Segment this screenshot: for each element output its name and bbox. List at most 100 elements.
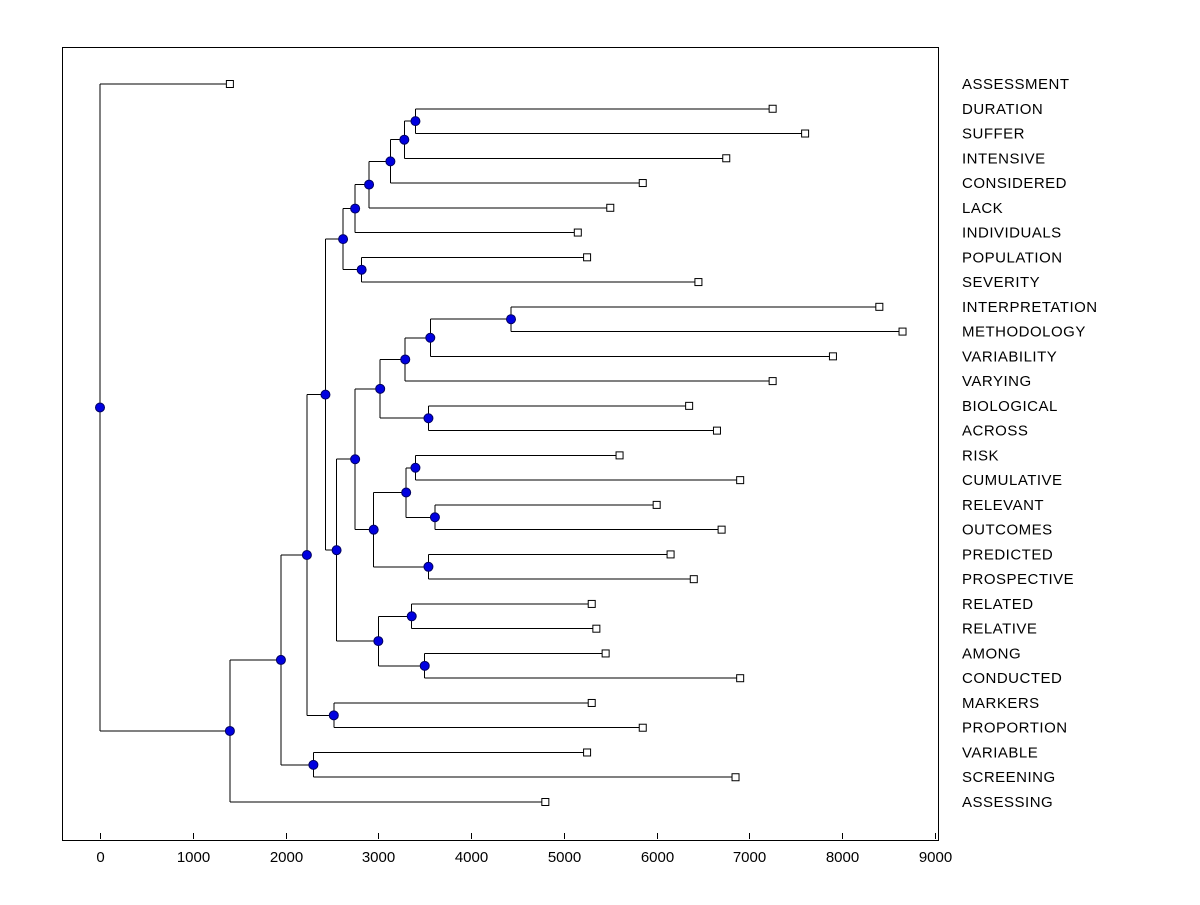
node-marker <box>350 454 361 465</box>
node-marker <box>95 402 105 413</box>
leaf-marker <box>689 575 698 584</box>
node-marker <box>375 383 386 394</box>
leaf-label: POPULATION <box>962 249 1063 266</box>
leaf-marker <box>768 104 777 113</box>
leaf-marker <box>694 278 703 287</box>
leaf-marker <box>875 302 884 311</box>
leaf-marker <box>722 154 731 163</box>
leaf-label: VARIABILITY <box>962 348 1057 365</box>
leaf-label: ACROSS <box>962 423 1028 440</box>
node-marker <box>338 234 349 245</box>
node-marker <box>368 524 379 535</box>
node-marker <box>356 264 367 275</box>
leaf-label: CUMULATIVE <box>962 472 1063 489</box>
leaf-marker <box>828 352 837 361</box>
leaf-marker <box>736 674 745 683</box>
leaf-marker <box>587 599 596 608</box>
node-marker <box>385 156 396 167</box>
node-marker <box>423 561 434 572</box>
x-tick-label: 7000 <box>733 849 766 866</box>
leaf-marker <box>615 451 624 460</box>
node-marker <box>400 354 411 365</box>
leaf-marker <box>666 550 675 559</box>
leaf-label: BIOLOGICAL <box>962 398 1058 415</box>
node-marker <box>423 413 434 424</box>
leaf-marker <box>717 525 726 534</box>
leaf-label: ASSESSMENT <box>962 76 1070 93</box>
leaf-marker <box>573 228 582 237</box>
node-marker <box>331 545 342 556</box>
node-marker <box>506 314 517 325</box>
x-tick-label: 6000 <box>641 849 674 866</box>
node-marker <box>410 116 421 127</box>
x-tick-label: 4000 <box>455 849 488 866</box>
leaf-label: RELEVANT <box>962 497 1044 514</box>
leaf-label: SEVERITY <box>962 274 1040 291</box>
node-marker <box>301 549 312 560</box>
node-marker <box>406 611 417 622</box>
node-marker <box>308 759 319 770</box>
leaf-marker <box>898 327 907 336</box>
x-tick-label: 8000 <box>826 849 859 866</box>
leaf-label: INTENSIVE <box>962 150 1046 167</box>
leaf-label: RELATED <box>962 596 1034 613</box>
leaf-label: CONSIDERED <box>962 175 1067 192</box>
leaf-label: OUTCOMES <box>962 522 1053 539</box>
leaf-label: VARYING <box>962 373 1032 390</box>
node-marker <box>419 660 430 671</box>
leaf-marker <box>583 253 592 262</box>
x-tick-label: 9000 <box>919 849 952 866</box>
node-marker <box>401 487 412 498</box>
node-marker <box>320 389 331 400</box>
leaf-label: PROSPECTIVE <box>962 571 1074 588</box>
leaf-label: SCREENING <box>962 769 1056 786</box>
x-tick-label: 0 <box>96 849 104 866</box>
node-marker <box>399 134 410 145</box>
node-marker <box>328 710 339 721</box>
leaf-label: INDIVIDUALS <box>962 225 1062 242</box>
leaf-marker <box>801 129 810 138</box>
x-tick-label: 3000 <box>362 849 395 866</box>
leaf-label: RISK <box>962 447 999 464</box>
node-marker <box>224 725 235 736</box>
leaf-marker <box>685 401 694 410</box>
leaf-label: RELATIVE <box>962 621 1037 638</box>
leaf-marker <box>587 698 596 707</box>
leaf-label: AMONG <box>962 645 1021 662</box>
node-marker <box>373 636 384 647</box>
leaf-label: METHODOLOGY <box>962 324 1086 341</box>
leaf-label: VARIABLE <box>962 744 1038 761</box>
leaf-label: PROPORTION <box>962 720 1068 737</box>
x-tick-label: 1000 <box>177 849 210 866</box>
node-marker <box>429 512 440 523</box>
node-marker <box>275 654 286 665</box>
node-marker <box>364 179 375 190</box>
leaf-marker <box>606 203 615 212</box>
leaf-marker <box>541 798 550 806</box>
leaf-label: INTERPRETATION <box>962 299 1098 316</box>
leaf-marker <box>583 748 592 757</box>
node-marker <box>350 203 361 214</box>
leaf-label: SUFFER <box>962 126 1025 143</box>
x-tick-label: 2000 <box>270 849 303 866</box>
leaf-marker <box>652 500 661 509</box>
leaf-marker <box>638 179 647 188</box>
leaf-label: ASSESSING <box>962 794 1053 811</box>
leaf-marker <box>225 80 234 88</box>
node-marker <box>410 462 421 473</box>
leaf-marker <box>592 624 601 633</box>
leaf-marker <box>731 773 740 782</box>
leaf-label: LACK <box>962 200 1003 217</box>
plot-box <box>62 47 939 841</box>
x-tick-label: 5000 <box>548 849 581 866</box>
leaf-label: PREDICTED <box>962 546 1053 563</box>
leaf-marker <box>601 649 610 658</box>
leaf-label: MARKERS <box>962 695 1040 712</box>
leaf-marker <box>638 723 647 732</box>
leaf-label: DURATION <box>962 101 1043 118</box>
leaf-marker <box>712 426 721 435</box>
leaf-marker <box>768 377 777 386</box>
